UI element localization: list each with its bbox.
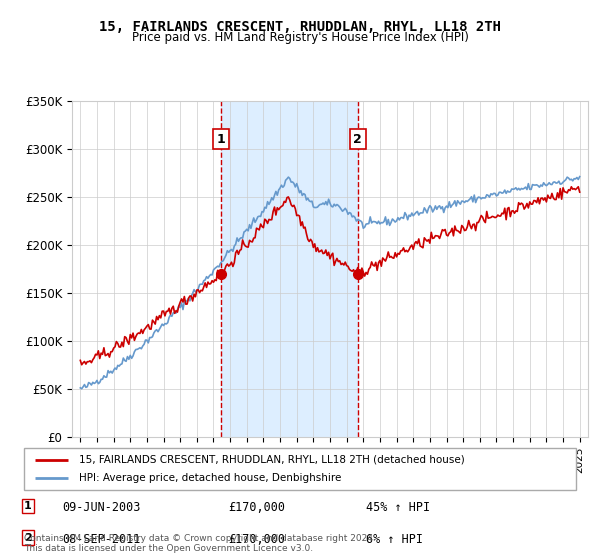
FancyBboxPatch shape — [24, 448, 576, 490]
Text: 1: 1 — [217, 133, 225, 146]
Bar — [221, 101, 358, 437]
Text: HPI: Average price, detached house, Denbighshire: HPI: Average price, detached house, Denb… — [79, 473, 341, 483]
Text: Price paid vs. HM Land Registry's House Price Index (HPI): Price paid vs. HM Land Registry's House … — [131, 31, 469, 44]
Text: 15, FAIRLANDS CRESCENT, RHUDDLAN, RHYL, LL18 2TH: 15, FAIRLANDS CRESCENT, RHUDDLAN, RHYL, … — [99, 20, 501, 34]
Text: 2: 2 — [24, 533, 32, 543]
Text: 6% ↑ HPI: 6% ↑ HPI — [366, 533, 423, 545]
Text: Contains HM Land Registry data © Crown copyright and database right 2024.
This d: Contains HM Land Registry data © Crown c… — [24, 534, 376, 553]
Text: 1: 1 — [24, 501, 32, 511]
Text: 15, FAIRLANDS CRESCENT, RHUDDLAN, RHYL, LL18 2TH (detached house): 15, FAIRLANDS CRESCENT, RHUDDLAN, RHYL, … — [79, 455, 465, 465]
Text: 45% ↑ HPI: 45% ↑ HPI — [366, 501, 430, 514]
Text: 09-JUN-2003: 09-JUN-2003 — [62, 501, 141, 514]
Text: £170,000: £170,000 — [228, 501, 285, 514]
Text: 2: 2 — [353, 133, 362, 146]
Text: £170,000: £170,000 — [228, 533, 285, 545]
Text: 08-SEP-2011: 08-SEP-2011 — [62, 533, 141, 545]
